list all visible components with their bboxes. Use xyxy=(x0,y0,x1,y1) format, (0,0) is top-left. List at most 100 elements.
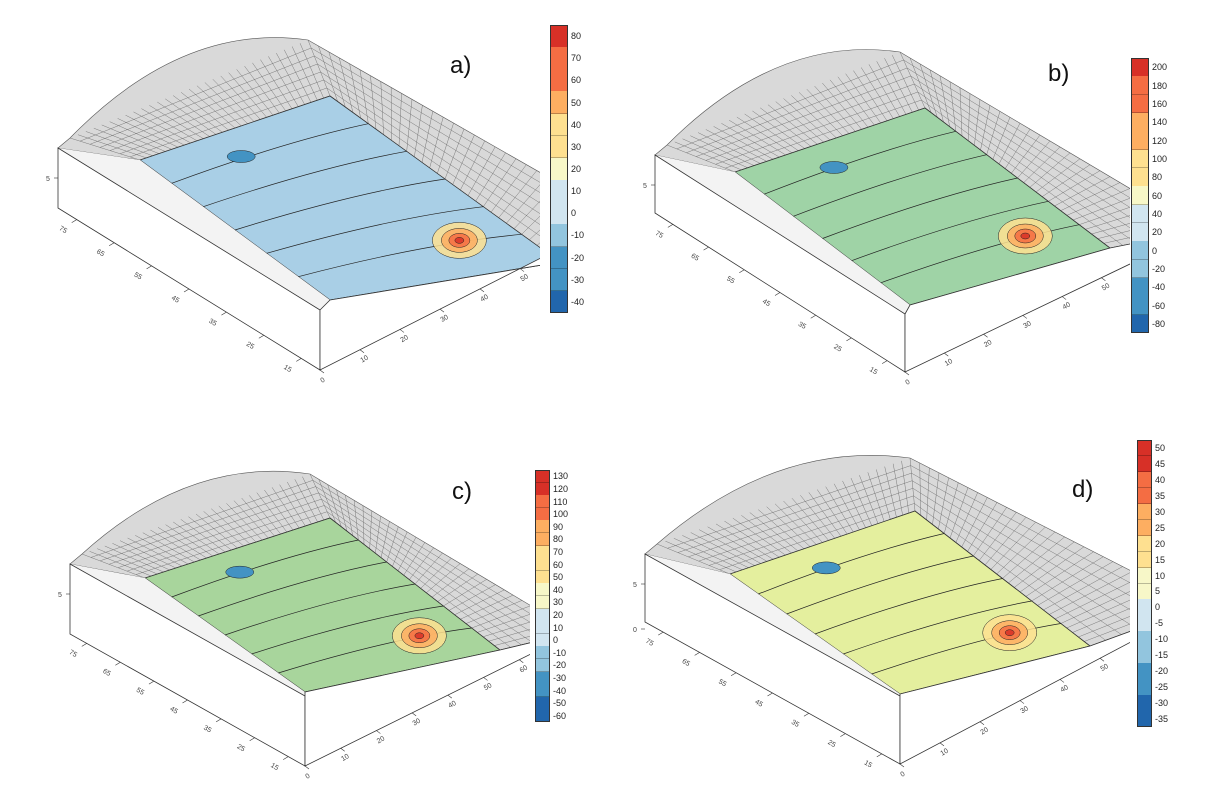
colorbar-c-segment xyxy=(535,583,550,597)
colorbar-a-segment xyxy=(550,246,568,270)
colorbar-d-tick: 0 xyxy=(1155,602,1161,613)
colorbar-a-segment xyxy=(550,91,568,115)
panel-label-c: c) xyxy=(452,478,472,505)
axis-tick-label-right-a: 10 xyxy=(360,354,370,364)
colorbar-d-tick: 30 xyxy=(1155,506,1166,517)
axis-tick-label-right-d: 0 xyxy=(900,771,907,779)
colorbar-a-tick: -30 xyxy=(571,274,585,285)
colorbar-a-tick: 50 xyxy=(571,97,582,108)
wireframe-ridge-d xyxy=(644,455,1130,647)
top-face-b xyxy=(655,155,910,314)
hotspot-contour-d xyxy=(1004,629,1015,636)
axis-tick-label-right-c: 0 xyxy=(305,773,312,781)
colorbar-b-tick: -80 xyxy=(1152,318,1166,329)
colorbar-d-tick: 35 xyxy=(1155,490,1166,501)
colorbar-a-tick: 80 xyxy=(571,31,582,42)
colorbar-a-tick: 10 xyxy=(571,186,582,197)
colorbar-d-tick: 40 xyxy=(1155,474,1166,485)
colorbar-b-tick: 60 xyxy=(1152,190,1163,201)
wireframe-mesh-b xyxy=(666,51,1130,249)
colorbar-b-tick: 200 xyxy=(1152,62,1168,73)
colorbar-d-tick: 5 xyxy=(1155,586,1161,597)
colorbar-c-tick: 70 xyxy=(553,546,564,557)
colorbar-c-tick: 50 xyxy=(553,572,564,583)
colorbar-d-tick: 45 xyxy=(1155,458,1166,469)
axis-tick-label-right-d: 50 xyxy=(1100,663,1110,673)
colorbar-d-segment xyxy=(1137,695,1152,712)
panel-a: 75 65 55 45 35 25 15 0 10 20 30 40 50 60 5 a) 80 70 60 50… xyxy=(0,0,610,395)
colorbar-c-tick: 30 xyxy=(553,597,564,608)
colorbar-a-tick: 60 xyxy=(571,75,582,86)
axis-tick-label-left-b: 35 xyxy=(797,321,807,331)
colorbar-a-tick: 30 xyxy=(571,141,582,152)
colorbar-b-segment xyxy=(1131,94,1149,114)
axis-tick-label-right-c: 10 xyxy=(340,753,350,763)
colorbar-c-segment xyxy=(535,558,550,572)
axis-tick-label-right-b: 40 xyxy=(1062,301,1072,311)
colorbar-a-tick: -10 xyxy=(571,230,585,241)
axis-tick-label-left-c: 15 xyxy=(269,762,279,772)
axis-tick-label-right-d: 40 xyxy=(1060,684,1070,694)
axis-tick-label-right-c: 20 xyxy=(376,735,386,745)
colorbar-c-segment xyxy=(535,646,550,660)
coldspot-contour-b xyxy=(819,161,849,174)
colorbar-d-segment xyxy=(1137,631,1152,648)
axis-tick-label-vertical-c: 5 xyxy=(58,592,62,599)
colorbar-b-tick: 180 xyxy=(1152,80,1168,91)
axis-tick-label-right-b: 20 xyxy=(983,339,993,349)
colorbar-d-segment xyxy=(1137,615,1152,632)
axis-tick-label-left-a: 15 xyxy=(282,364,292,374)
axis-tick-label-left-a: 45 xyxy=(170,295,180,305)
top-face-a xyxy=(58,148,330,310)
colorbar-b-tick: 20 xyxy=(1152,227,1163,238)
axis-tick-label-right-a: 50 xyxy=(520,273,530,283)
colorbar-c-tick: 20 xyxy=(553,609,564,620)
coldspot-contour-c xyxy=(225,565,255,579)
colorbar-b-tick: 160 xyxy=(1152,98,1168,109)
colorbar-b-tick: 140 xyxy=(1152,117,1168,128)
coldspot-contour-a xyxy=(226,150,256,163)
colorbar-a-segment xyxy=(550,135,568,159)
colorbar-a-frame xyxy=(550,25,568,313)
colorbar-d-segment xyxy=(1137,455,1152,473)
colorbar-c-segment xyxy=(535,633,550,647)
colorbar-c-segment xyxy=(535,545,550,559)
colorbar-a-tick: 70 xyxy=(571,53,582,64)
colorbar-d-tick: 10 xyxy=(1155,570,1166,581)
colorbar-c-segment xyxy=(535,659,550,673)
colorbar-c-segment xyxy=(535,520,550,534)
surface-plot-c: 75 65 55 45 35 25 15 0 10 20 30 40 50 60 5 xyxy=(58,470,530,781)
coldspot-contour-d xyxy=(812,561,841,575)
axis-tick-label-vertical-d: 0 xyxy=(633,627,637,634)
colorbar-a-segment xyxy=(550,69,568,92)
colorbar-c-tick: 10 xyxy=(553,622,564,633)
colorbar-c-tick: -20 xyxy=(553,660,567,671)
axis-tick-label-left-b: 55 xyxy=(725,275,735,285)
colorbar-a-segment xyxy=(550,268,568,292)
colorbar-d-segment xyxy=(1137,551,1152,569)
colorbar-d-segment xyxy=(1137,440,1152,457)
axis-tick-label-vertical-d: 5 xyxy=(633,582,637,589)
panel-label-d: d) xyxy=(1072,476,1094,503)
colorbar-d: 50 45 40 35 30 25 20 15 10 5 0 -5 -10 -15 -20 -25 -30 -35 xyxy=(1137,440,1168,728)
contour-lines-a xyxy=(171,123,522,278)
colorbar-c-segment xyxy=(535,482,550,496)
colorbar-b-segment xyxy=(1131,259,1149,279)
colorbar-a-segment xyxy=(550,202,568,225)
axis-tick-label-left-b: 65 xyxy=(690,253,700,263)
wireframe-mesh-c xyxy=(81,473,530,651)
colorbar-d-tick: -15 xyxy=(1155,650,1169,661)
axis-ticks-c: 75 65 55 45 35 25 15 0 10 20 30 40 50 60 5 xyxy=(58,592,529,781)
axis-tick-label-right-b: 10 xyxy=(944,358,954,368)
colorbar-d-tick: -10 xyxy=(1155,634,1169,645)
colorbar-c-tick: -10 xyxy=(553,647,567,658)
colorbar-d-segment xyxy=(1137,567,1152,584)
colorbar-d-tick: -20 xyxy=(1155,666,1169,677)
colorbar-c-tick: 60 xyxy=(553,559,564,570)
colorbar-b-tick: -40 xyxy=(1152,282,1166,293)
hotspot-contour-b xyxy=(1020,232,1031,240)
colorbar-c-segment xyxy=(535,570,550,584)
colorbar-b-tick: 120 xyxy=(1152,135,1168,146)
